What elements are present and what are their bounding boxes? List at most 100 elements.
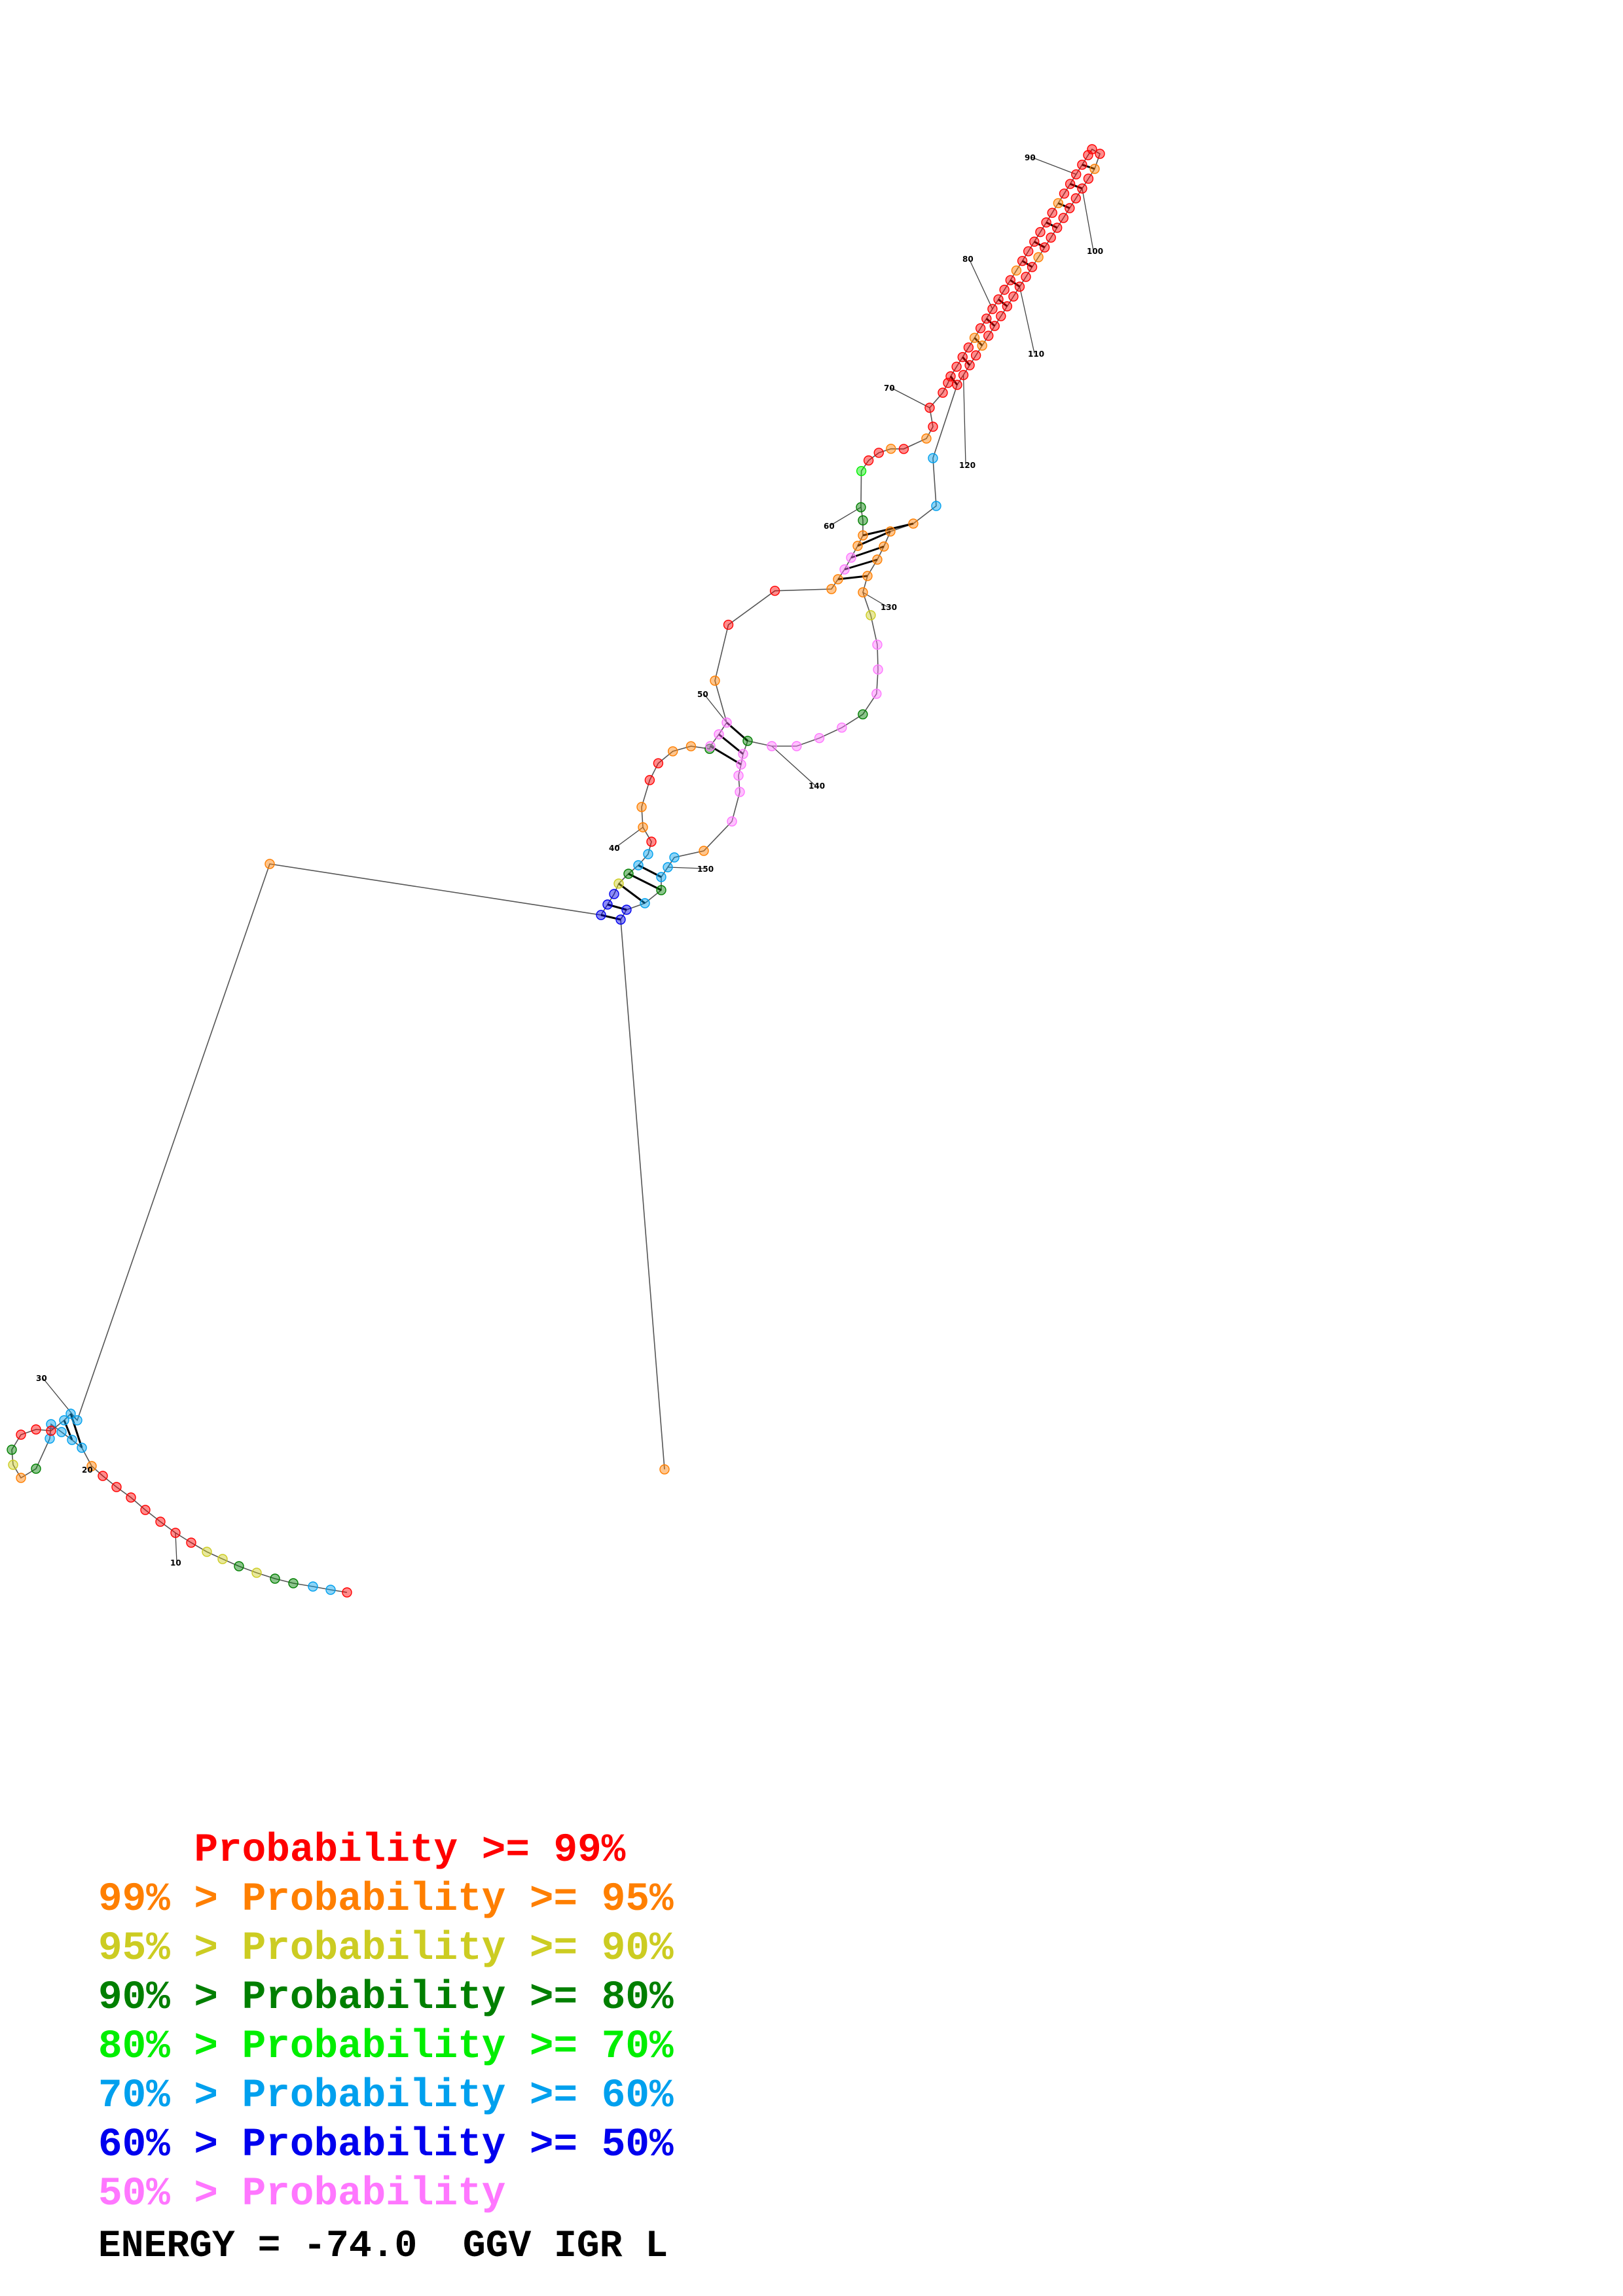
legend-range: Probability >= 50% [242,2123,674,2168]
nucleotide [858,709,868,720]
position-label: 50 [697,690,708,699]
nucleotide [1077,183,1087,194]
legend-row: 99% > Probability >= 95% [98,1875,674,1924]
nucleotide [945,371,956,382]
nucleotide [885,526,896,537]
nucleotide [714,729,724,740]
nucleotide [705,741,716,751]
probability-legend: Probability >= 99% 99% > Probability >= … [98,1826,674,2219]
nucleotide [856,502,866,512]
nucleotide [964,360,975,370]
nucleotide [858,515,868,526]
nucleotide [1008,291,1019,302]
legend-prefix: 90% > [98,1975,242,2020]
position-tick [1019,286,1035,354]
legend-row: 80% > Probability >= 70% [98,2022,674,2072]
position-label: 90 [1025,153,1036,162]
nucleotide [59,1415,69,1426]
nucleotide [342,1587,352,1598]
nucleotide [970,350,981,361]
nucleotide [1065,203,1075,213]
nucleotide [723,619,734,630]
nucleotide [1065,179,1076,189]
nucleotide [872,639,883,650]
nucleotide [1095,149,1105,159]
nucleotide [958,370,969,380]
position-tick [1030,156,1076,175]
energy-label: ENERGY = -74.0 GGV IGR L [98,2225,668,2268]
nucleotide [656,872,666,882]
position-label: 60 [824,522,835,531]
nucleotide [833,574,843,584]
nucleotide [1021,272,1031,282]
nucleotide [1052,223,1063,233]
base-pair-line [844,558,878,571]
nucleotide [615,914,626,925]
nucleotide [837,722,847,733]
base-pairs [63,164,1095,1448]
base-pair-line [1070,183,1083,190]
backbone-line [11,148,1101,1593]
legend-row: 70% > Probability >= 60% [98,2072,674,2121]
legend-prefix: 70% > [98,2073,242,2119]
position-tick [962,374,966,465]
legend-prefix: 99% > [98,1877,242,1922]
nucleotide [31,1463,41,1474]
nucleotide [928,453,938,463]
nucleotide [1027,262,1038,272]
base-pair-line [862,522,914,537]
position-tick [703,693,727,723]
position-label: 20 [82,1465,93,1475]
legend-prefix: 80% > [98,2024,242,2070]
base-pair-line [985,317,996,327]
nucleotide [1033,252,1044,262]
base-pair-line [974,337,983,347]
nucleotide [86,1461,97,1471]
position-tick [771,745,816,786]
nucleotide [999,285,1010,295]
nucleotide [886,443,896,454]
base-pair-line [1057,202,1070,209]
nucleotide [699,846,709,856]
legend-row: 90% > Probability >= 80% [98,1973,674,2022]
position-tick [667,867,704,869]
nucleotide [596,910,606,920]
base-pair-line [850,545,884,559]
legend-range: Probability >= 80% [242,1975,674,2020]
nucleotide [126,1492,136,1503]
position-ticks [42,156,1094,1563]
legend-row: Probability >= 99% [98,1826,674,1875]
base-pair-line [63,1420,73,1441]
nucleotide [613,878,624,889]
nucleotide [727,816,737,827]
nucleotide [46,1426,56,1436]
nucleotide [996,311,1006,321]
nucleotide [814,732,825,744]
nucleotide [685,741,697,751]
nucleotide [640,898,650,908]
backbone [11,148,1101,1593]
legend-range: Probability >= 60% [242,2073,674,2119]
nucleotide [636,802,647,812]
nucleotide [217,1554,228,1564]
nucleotide [1087,144,1097,154]
nucleotide [769,585,780,596]
nucleotide [1005,275,1016,285]
nucleotide [928,422,938,432]
nucleotide [924,403,935,413]
nucleotide [963,342,974,353]
nucleotide [251,1568,262,1578]
nucleotide [644,775,655,785]
nucleotide [1017,255,1028,266]
position-tick [968,258,993,310]
legend-row: 95% > Probability >= 90% [98,1924,674,1973]
nucleotide [1039,242,1050,253]
nucleotide [989,321,1000,331]
nucleotide [1014,281,1025,292]
position-tick [830,507,862,526]
legend-range: Probability >= 95% [242,1877,674,1922]
base-pair-line [607,903,627,911]
nucleotide [638,822,648,833]
nucleotide [1070,193,1082,204]
